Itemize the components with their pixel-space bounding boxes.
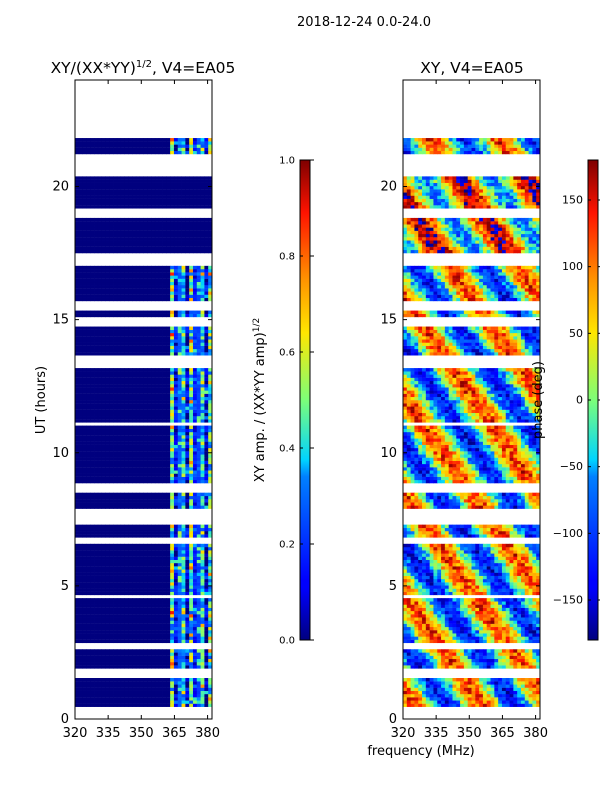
x-tick-label: 335 — [96, 726, 121, 741]
x-tick-label: 320 — [391, 726, 416, 741]
x-tick-label: 380 — [195, 726, 220, 741]
amplitude-ylabel: UT (hours) — [34, 366, 49, 434]
colorbar-tick-label: −100 — [553, 527, 583, 540]
x-tick-label: 350 — [457, 726, 482, 741]
phase-panel: XY, V4=EA05 320 335 350 365 380 0 5 10 15 20 freq… — [367, 59, 548, 759]
colorbar-tick-label: −50 — [560, 460, 583, 473]
phase-title: XY, V4=EA05 — [420, 59, 524, 77]
y-tick-label: 15 — [52, 313, 69, 328]
amplitude-heatmap — [75, 138, 212, 707]
phase-colorbar-label: phase (deg) — [531, 361, 546, 439]
y-tick-label: 10 — [380, 446, 397, 461]
amplitude-axis-ticks: 320 335 350 365 380 0 5 10 15 20 — [52, 80, 220, 741]
amplitude-colorbar: 0.0 0.2 0.4 0.6 0.8 1.0 XY amp. / (XX*YY amp)… — [252, 156, 314, 647]
colorbar-tick-label: 0.0 — [279, 636, 295, 647]
amplitude-colorbar-ticks: 0.0 0.2 0.4 0.6 0.8 1.0 — [279, 156, 314, 647]
amplitude-colorbar-fill — [299, 159, 311, 641]
colorbar-tick-label: 100 — [562, 260, 583, 273]
amplitude-colorbar-label: XY amp. / (XX*YY amp)1/2 — [252, 318, 268, 482]
x-tick-label: 350 — [129, 726, 154, 741]
colorbar-tick-label: 0 — [576, 394, 583, 407]
colorbar-tick-label: 1.0 — [279, 156, 295, 167]
x-tick-label: 320 — [63, 726, 88, 741]
colorbar-tick-label: 0.8 — [279, 252, 295, 263]
phase-colorbar: −150 −100 −50 0 50 100 150 phase (deg) — [531, 159, 600, 641]
x-tick-label: 365 — [490, 726, 515, 741]
y-tick-label: 20 — [52, 180, 69, 195]
colorbar-tick-label: 0.2 — [279, 540, 295, 551]
suptitle: 2018-12-24 0.0-24.0 — [297, 15, 431, 30]
colorbar-tick-label: 0.6 — [279, 348, 295, 359]
phase-axis-ticks: 320 335 350 365 380 0 5 10 15 20 — [380, 80, 548, 741]
y-tick-label: 5 — [389, 579, 397, 594]
y-tick-label: 20 — [380, 180, 397, 195]
y-tick-label: 0 — [61, 712, 69, 727]
x-tick-label: 335 — [424, 726, 449, 741]
y-tick-label: 10 — [52, 446, 69, 461]
colorbar-tick-label: 150 — [562, 194, 583, 207]
frequency-xlabel: frequency (MHz) — [367, 744, 474, 759]
colorbar-tick-label: 50 — [569, 327, 583, 340]
phase-axes-frame — [402, 79, 541, 720]
colorbar-tick-label: −150 — [553, 594, 583, 607]
amplitude-axes-frame — [74, 79, 213, 720]
amplitude-panel: XY/(XX*YY)1/2, V4=EA05 320 335 350 365 380 0 5… — [34, 59, 235, 741]
x-tick-label: 365 — [162, 726, 187, 741]
phase-heatmap — [403, 138, 540, 707]
y-tick-label: 5 — [61, 579, 69, 594]
amplitude-title: XY/(XX*YY)1/2, V4=EA05 — [51, 59, 236, 77]
y-tick-label: 15 — [380, 313, 397, 328]
x-tick-label: 380 — [523, 726, 548, 741]
colorbar-tick-label: 0.4 — [279, 444, 295, 455]
y-tick-label: 0 — [389, 712, 397, 727]
phase-colorbar-ticks: −150 −100 −50 0 50 100 150 — [553, 194, 600, 607]
